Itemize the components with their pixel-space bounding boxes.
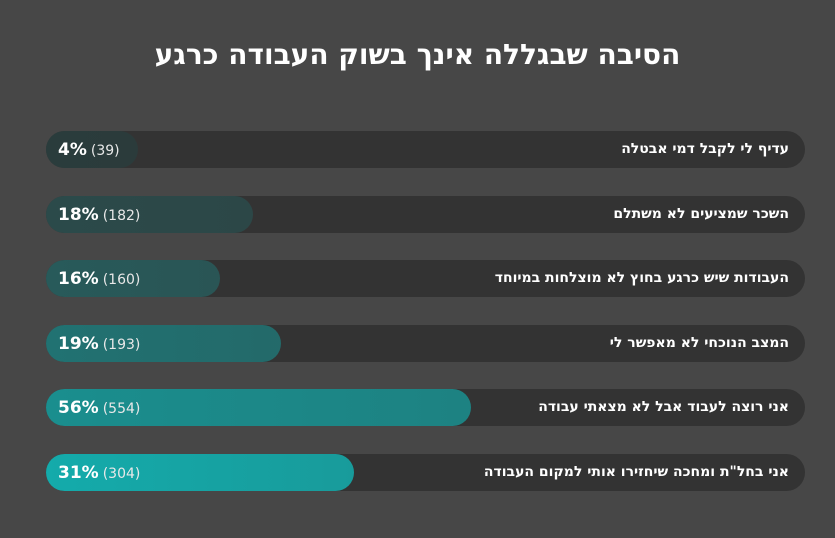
percent-label: 4% xyxy=(58,140,87,160)
bar-row: 19% (193) המצב הנוכחי לא מאפשר לי xyxy=(46,324,805,364)
count-label: (554) xyxy=(102,401,141,418)
bar-value: 18% (182) xyxy=(58,196,140,235)
category-label: עדיף לי לקבל דמי אבטלה xyxy=(621,141,789,157)
percent-label: 56% xyxy=(58,398,99,419)
bar-value: 4% (39) xyxy=(58,131,120,170)
bar-row: 4% (39) עדיף לי לקבל דמי אבטלה xyxy=(46,131,805,168)
chart-title: הסיבה שבגללה אינך בשוק העבודה כרגע xyxy=(154,38,681,71)
bar-fill xyxy=(46,324,281,362)
count-label: (160) xyxy=(102,272,141,289)
bar-value: 31% (304) xyxy=(58,454,140,493)
category-label: העבודות שיש כרגע בחוץ לא מוצלחות במיוחד xyxy=(494,270,789,287)
bar-fill xyxy=(46,195,253,233)
category-label: המצב הנוכחי לא מאפשר לי xyxy=(609,334,789,351)
count-label: (304) xyxy=(102,466,141,482)
percent-label: 31% xyxy=(58,463,99,483)
bar-fill xyxy=(46,260,220,298)
category-label: אני בחל"ת ומחכה שיחזירו אותי למקום העבוד… xyxy=(483,464,789,480)
bar-fill xyxy=(46,389,472,427)
bar-value: 56% (554) xyxy=(58,389,140,428)
bar-fill xyxy=(46,454,354,491)
count-label: (39) xyxy=(90,143,120,159)
bar-value: 16% (160) xyxy=(58,260,140,299)
category-label: השכר שמציעים לא משתלם xyxy=(613,205,789,222)
category-label: אני רוצה לעבוד אבל לא מצאתי עבודה xyxy=(538,399,789,416)
count-label: (182) xyxy=(102,207,141,224)
percent-label: 16% xyxy=(58,269,99,290)
percent-label: 19% xyxy=(58,333,99,354)
bar-row: 31% (304) אני בחל"ת ומחכה שיחזירו אותי למק… xyxy=(46,454,805,491)
bar-value: 19% (193) xyxy=(58,325,140,364)
bar-row: 18% (182) השכר שמציעים לא משתלם xyxy=(46,195,805,235)
bar-row: 16% (160) העבודות שיש כרגע בחוץ לא מוצלחות… xyxy=(46,260,805,299)
bar-row: 56% (554) אני רוצה לעבוד אבל לא מצאתי עבוד… xyxy=(46,389,805,428)
bar-fill xyxy=(46,131,138,168)
percent-label: 18% xyxy=(58,204,99,225)
count-label: (193) xyxy=(102,336,141,353)
